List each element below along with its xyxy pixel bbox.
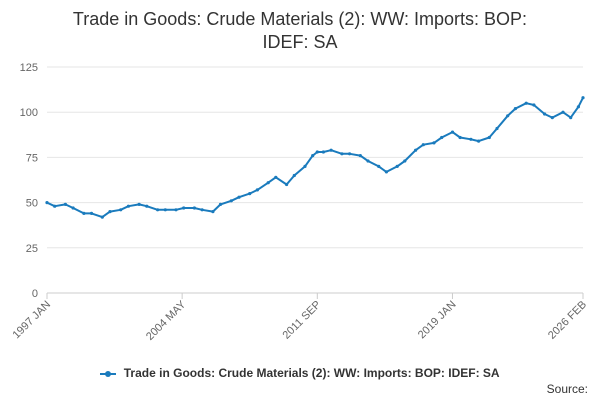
chart-title-line-2: IDEF: SA xyxy=(262,32,338,52)
data-point[interactable] xyxy=(315,150,319,154)
legend[interactable]: Trade in Goods: Crude Materials (2): WW:… xyxy=(0,366,600,380)
data-point[interactable] xyxy=(532,103,536,107)
data-point[interactable] xyxy=(163,208,167,212)
y-tick-label-125: 125 xyxy=(20,62,38,74)
data-point[interactable] xyxy=(469,137,473,141)
gridlines xyxy=(47,66,583,249)
data-point[interactable] xyxy=(63,202,67,206)
y-tick-label-75: 75 xyxy=(26,152,38,164)
data-point[interactable] xyxy=(237,195,241,199)
data-point[interactable] xyxy=(506,114,510,118)
data-point[interactable] xyxy=(192,206,196,210)
data-point[interactable] xyxy=(218,202,223,206)
source-label: Source: xyxy=(546,382,588,396)
data-point[interactable] xyxy=(200,208,204,212)
data-point[interactable] xyxy=(119,208,123,212)
data-point[interactable] xyxy=(550,116,554,120)
data-point[interactable] xyxy=(576,105,581,109)
data-point[interactable] xyxy=(403,159,407,163)
chart-title: Trade in Goods: Crude Materials (2): WW:… xyxy=(0,8,600,54)
y-axis-ticks: 0 25 50 75 100 125 xyxy=(20,62,38,300)
data-point[interactable] xyxy=(182,206,186,210)
data-point[interactable] xyxy=(108,210,112,214)
data-point[interactable] xyxy=(89,211,94,215)
data-point[interactable] xyxy=(248,192,252,196)
data-point[interactable] xyxy=(487,135,491,140)
data-point[interactable] xyxy=(395,164,399,168)
data-point[interactable] xyxy=(321,150,325,154)
data-point[interactable] xyxy=(255,188,259,192)
data-point[interactable] xyxy=(211,210,215,214)
x-tick-label: 2019 JAN xyxy=(416,299,459,342)
data-point[interactable] xyxy=(513,107,518,111)
data-point[interactable] xyxy=(100,215,104,219)
data-point[interactable] xyxy=(340,152,344,156)
data-point[interactable] xyxy=(421,143,425,147)
data-point[interactable] xyxy=(229,199,233,203)
data-point[interactable] xyxy=(285,182,289,187)
data-point[interactable] xyxy=(311,154,315,158)
x-tick-label: 2004 MAY xyxy=(144,298,189,343)
data-point[interactable] xyxy=(266,181,270,185)
data-point[interactable] xyxy=(145,204,149,208)
data-point[interactable] xyxy=(450,130,455,134)
y-tick-label-100: 100 xyxy=(20,107,38,119)
y-tick-label-0: 0 xyxy=(32,288,38,300)
data-point[interactable] xyxy=(82,211,86,215)
chart-title-line-1: Trade in Goods: Crude Materials (2): WW:… xyxy=(72,9,528,29)
data-point[interactable] xyxy=(495,126,499,131)
data-point[interactable] xyxy=(329,148,333,152)
data-point[interactable] xyxy=(458,135,462,140)
data-point[interactable] xyxy=(569,116,573,120)
data-point[interactable] xyxy=(156,208,160,212)
legend-label: Trade in Goods: Crude Materials (2): WW:… xyxy=(123,366,500,380)
data-point[interactable] xyxy=(414,148,418,152)
x-axis: 1997 JAN 2004 MAY 2011 SEP 2019 JAN 2026 FEB xyxy=(10,292,589,343)
data-point[interactable] xyxy=(292,173,296,178)
data-point[interactable] xyxy=(174,208,178,212)
data-point[interactable] xyxy=(543,112,547,116)
data-point[interactable] xyxy=(432,141,436,145)
data-point[interactable] xyxy=(377,164,381,168)
data-point[interactable] xyxy=(303,164,307,168)
data-point[interactable] xyxy=(524,101,528,105)
data-point[interactable] xyxy=(137,202,141,206)
data-point[interactable] xyxy=(71,206,75,210)
legend-swatch-icon xyxy=(100,370,117,377)
x-tick-label: 1997 JAN xyxy=(10,299,53,342)
data-point[interactable] xyxy=(384,170,388,174)
x-tick-label: 2026 FEB xyxy=(546,299,589,342)
data-point[interactable] xyxy=(53,204,57,208)
data-point[interactable] xyxy=(477,139,481,143)
data-point[interactable] xyxy=(358,154,362,158)
data-point[interactable] xyxy=(348,152,352,156)
data-point[interactable] xyxy=(581,96,585,100)
data-point[interactable] xyxy=(440,135,444,140)
x-tick-label: 2011 SEP xyxy=(280,299,323,342)
y-tick-label-25: 25 xyxy=(26,243,38,255)
data-point[interactable] xyxy=(126,204,130,208)
data-point[interactable] xyxy=(45,201,49,205)
series-layer xyxy=(45,96,585,219)
data-point[interactable] xyxy=(274,175,278,179)
y-tick-label-50: 50 xyxy=(26,198,38,210)
data-point[interactable] xyxy=(366,159,370,163)
data-point[interactable] xyxy=(561,110,565,114)
